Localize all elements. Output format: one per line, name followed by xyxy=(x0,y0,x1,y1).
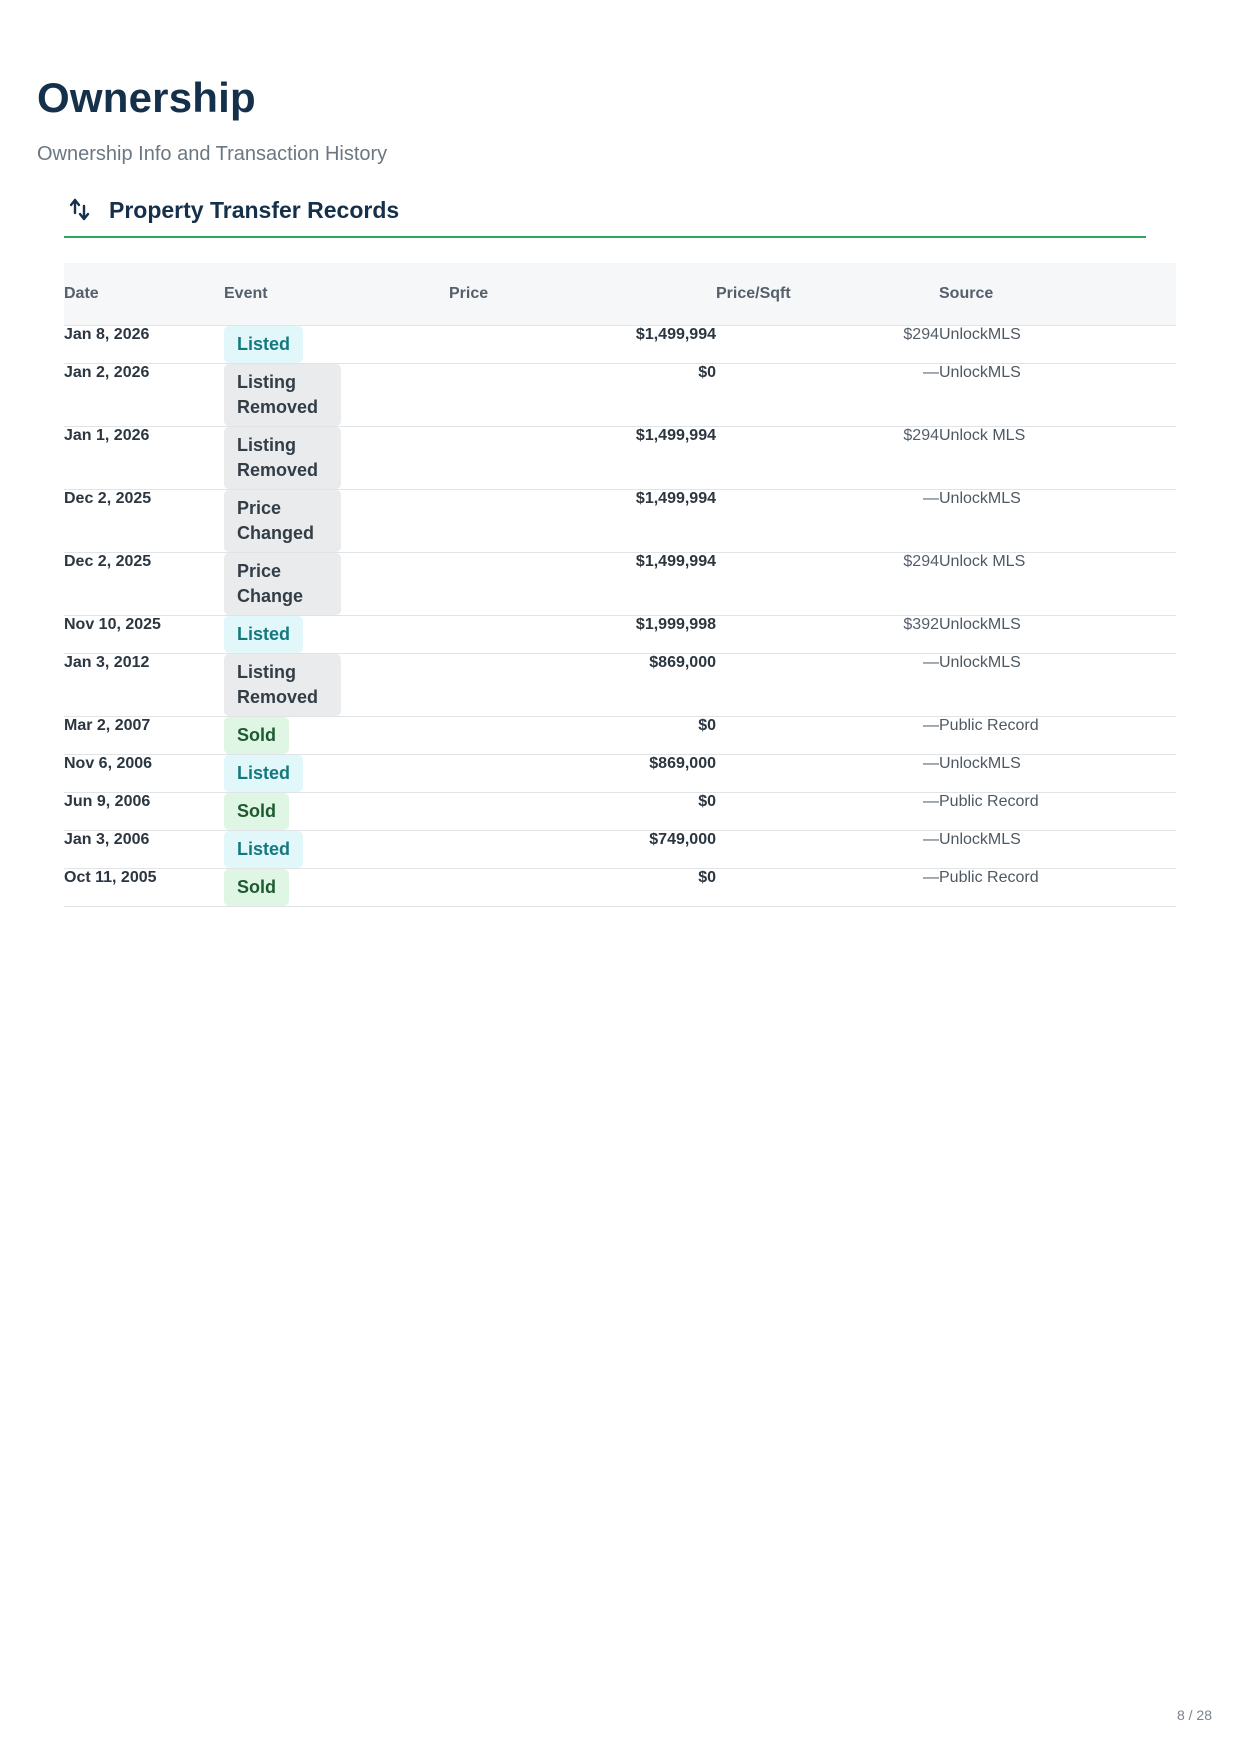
section-title: Property Transfer Records xyxy=(109,197,400,223)
row-source: Unlock MLS xyxy=(939,426,1026,444)
row-price-sqft: — xyxy=(923,830,939,848)
event-badge: Listing Removed xyxy=(224,426,341,489)
row-price-sqft: — xyxy=(923,363,939,381)
event-badge: Sold xyxy=(224,792,289,830)
row-source: UnlockMLS xyxy=(939,615,1021,633)
table-row: Dec 2, 2025 Price Change $1,499,994 $294 Unl… xyxy=(64,552,1176,615)
transfer-records-table: Date Event Price Price/Sqft Source Jan 8… xyxy=(64,263,1176,907)
section-header: Property Transfer Records xyxy=(64,193,1146,238)
row-price-sqft: — xyxy=(923,792,939,810)
row-source: UnlockMLS xyxy=(939,830,1021,848)
row-price: $1,499,994 xyxy=(635,552,716,570)
table-header-row: Date Event Price Price/Sqft Source xyxy=(64,263,1176,325)
header-date: Date xyxy=(64,284,99,302)
event-badge: Sold xyxy=(224,716,289,754)
row-event-cell: Listed xyxy=(224,615,449,653)
table-row: Jan 3, 2012 Listing Removed $869,000 — Unloc… xyxy=(64,653,1176,716)
event-badge: Listed xyxy=(224,615,304,653)
row-price: $1,999,998 xyxy=(635,615,716,633)
row-price: $1,499,994 xyxy=(635,426,716,444)
row-event-cell: Sold xyxy=(224,868,449,906)
row-price-sqft: — xyxy=(923,653,939,671)
row-price-sqft: — xyxy=(923,716,939,734)
row-event-cell: Listed xyxy=(224,325,449,363)
table-row: Jan 3, 2006 Listed $749,000 — UnlockMLS xyxy=(64,830,1176,868)
table-row: Jan 1, 2026 Listing Removed $1,499,994 $294… xyxy=(64,426,1176,489)
row-date: Mar 2, 2007 xyxy=(64,716,151,734)
row-price: $0 xyxy=(698,716,716,734)
event-badge: Price Change xyxy=(224,552,341,615)
row-price-sqft: $392 xyxy=(903,615,939,633)
row-price-sqft: $294 xyxy=(903,426,939,444)
row-date: Oct 11, 2005 xyxy=(64,868,157,886)
row-date: Jan 3, 2012 xyxy=(64,653,150,671)
row-event-cell: Price Change xyxy=(224,552,449,615)
row-price-sqft: $294 xyxy=(903,552,939,570)
transfer-arrows-icon xyxy=(69,198,90,221)
row-price: $869,000 xyxy=(649,754,716,772)
table-row: Jan 8, 2026 Listed $1,499,994 $294 UnlockMLS xyxy=(64,325,1176,363)
event-badge: Listing Removed xyxy=(224,363,341,426)
row-date: Jan 3, 2006 xyxy=(64,830,150,848)
row-event-cell: Listed xyxy=(224,754,449,792)
row-date: Jan 2, 2026 xyxy=(64,363,150,381)
row-date: Jun 9, 2006 xyxy=(64,792,151,810)
row-source: Public Record xyxy=(939,792,1039,810)
row-date: Nov 6, 2006 xyxy=(64,754,153,772)
row-price-sqft: — xyxy=(923,489,939,507)
row-price-sqft: $294 xyxy=(903,325,939,343)
row-price: $0 xyxy=(698,363,716,381)
row-source: UnlockMLS xyxy=(939,489,1021,507)
event-badge: Sold xyxy=(224,868,289,906)
table-row: Mar 2, 2007 Sold $0 — Public Record xyxy=(64,716,1176,754)
row-date: Jan 1, 2026 xyxy=(64,426,150,444)
event-badge: Listed xyxy=(224,325,304,363)
header-source: Source xyxy=(939,284,994,302)
row-price-sqft: — xyxy=(923,754,939,772)
row-price: $1,499,994 xyxy=(635,489,716,507)
table-row: Dec 2, 2025 Price Changed $1,499,994 — Unloc… xyxy=(64,489,1176,552)
row-event-cell: Sold xyxy=(224,716,449,754)
table-row: Nov 6, 2006 Listed $869,000 — UnlockMLS xyxy=(64,754,1176,792)
table-row: Jan 2, 2026 Listing Removed $0 — UnlockMLS xyxy=(64,363,1176,426)
event-badge: Listing Removed xyxy=(224,653,341,716)
row-date: Nov 10, 2025 xyxy=(64,615,161,633)
row-date: Dec 2, 2025 xyxy=(64,552,152,570)
row-event-cell: Sold xyxy=(224,792,449,830)
header-price-sqft: Price/Sqft xyxy=(716,284,791,302)
header-event: Event xyxy=(224,284,268,302)
row-date: Dec 2, 2025 xyxy=(64,489,152,507)
row-source: UnlockMLS xyxy=(939,653,1021,671)
row-date: Jan 8, 2026 xyxy=(64,325,150,343)
row-event-cell: Listing Removed xyxy=(224,426,449,489)
table-row: Nov 10, 2025 Listed $1,999,998 $392 UnlockML… xyxy=(64,615,1176,653)
page-title: Ownership xyxy=(37,74,256,121)
row-price-sqft: — xyxy=(923,868,939,886)
header-price: Price xyxy=(449,284,489,302)
row-price: $0 xyxy=(698,792,716,810)
row-price: $869,000 xyxy=(649,653,716,671)
row-source: UnlockMLS xyxy=(939,325,1021,343)
row-price: $749,000 xyxy=(649,830,716,848)
row-event-cell: Price Changed xyxy=(224,489,449,552)
event-badge: Price Changed xyxy=(224,489,341,552)
row-source: Public Record xyxy=(939,868,1039,886)
row-source: UnlockMLS xyxy=(939,754,1021,772)
row-source: UnlockMLS xyxy=(939,363,1021,381)
row-event-cell: Listing Removed xyxy=(224,363,449,426)
page-number: 8 / 28 xyxy=(1176,1707,1212,1723)
event-badge: Listed xyxy=(224,830,304,868)
event-badge: Listed xyxy=(224,754,304,792)
page-subtitle: Ownership Info and Transaction History xyxy=(37,143,388,165)
row-source: Public Record xyxy=(939,716,1039,734)
table-row: Jun 9, 2006 Sold $0 — Public Record xyxy=(64,792,1176,830)
table-row: Oct 11, 2005 Sold $0 — Public Record xyxy=(64,868,1176,906)
row-event-cell: Listing Removed xyxy=(224,653,449,716)
row-price: $0 xyxy=(698,868,716,886)
row-source: Unlock MLS xyxy=(939,552,1026,570)
row-price: $1,499,994 xyxy=(635,325,716,343)
row-event-cell: Listed xyxy=(224,830,449,868)
